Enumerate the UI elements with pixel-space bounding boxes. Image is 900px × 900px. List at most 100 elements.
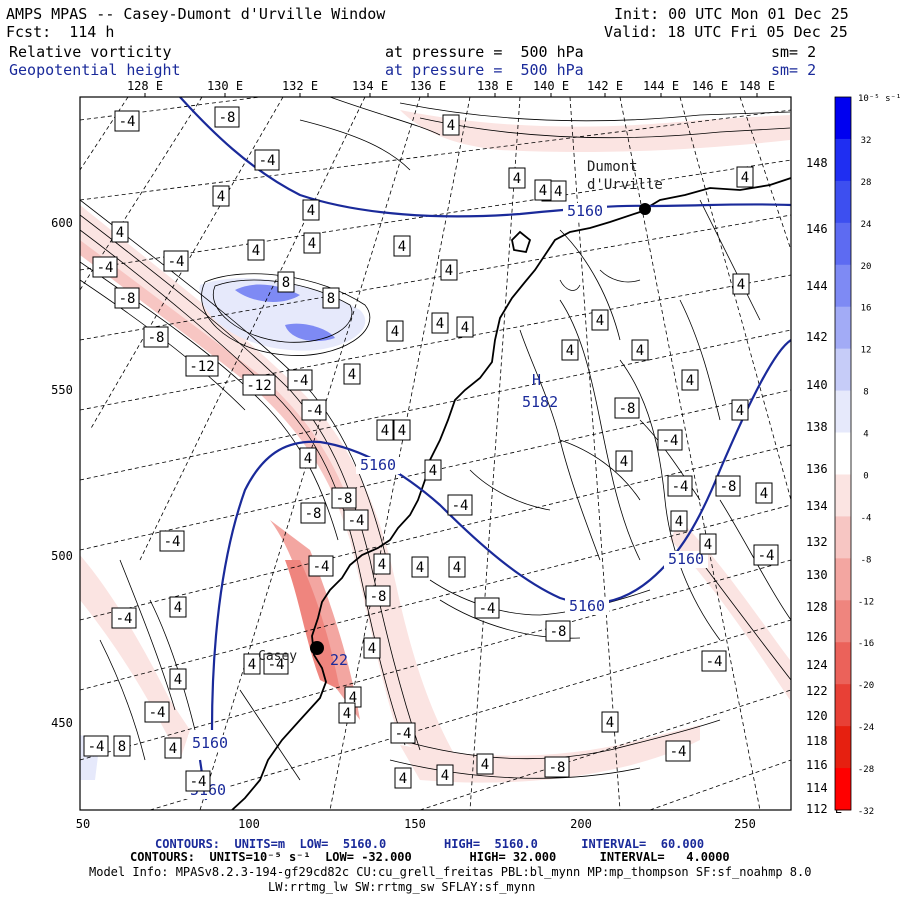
vorticity-contour-label: 8 (327, 291, 335, 307)
longitude-label: 140 E (533, 79, 569, 93)
vorticity-label-box (508, 167, 526, 189)
field2-name: Geopotential height (9, 61, 181, 79)
vorticity-contour-label: -4 (116, 611, 133, 627)
vorticity-label-box (111, 221, 129, 243)
vorticity-contour-label: 4 (416, 560, 424, 576)
colorbar-tick-label: -28 (858, 765, 874, 775)
vorticity-label-box (411, 556, 429, 578)
vorticity-contour-label: -8 (549, 760, 566, 776)
vorticity-contour-label: 4 (217, 189, 225, 205)
vorticity-contour-label: 4 (348, 367, 356, 383)
vorticity-contour-label: 4 (174, 600, 182, 616)
vorticity-contour-label: 4 (429, 463, 437, 479)
longitude-label: 134 E (352, 79, 388, 93)
field1-smoothing: sm= 2 (771, 43, 817, 61)
colorbar-tick-label: -4 (861, 513, 872, 523)
colorbar-segment (835, 642, 851, 685)
vorticity-contour-label: 4 (636, 343, 644, 359)
latitude-label: 136 E (806, 462, 842, 476)
vorticity-label-box (681, 369, 699, 391)
latitude-label: 122 E (806, 684, 842, 698)
vorticity-label-box (614, 397, 640, 419)
forecast-hour: Fcst: 114 h (6, 23, 115, 41)
vorticity-label-box (242, 374, 276, 396)
vorticity-contour-label: 4 (445, 263, 453, 279)
vorticity-label-box (456, 316, 474, 338)
latitude-label: 134 E (806, 499, 842, 513)
vorticity-contour-label: 4 (704, 537, 712, 553)
vorticity-label-box (163, 250, 189, 272)
vorticity-label-box (83, 735, 109, 757)
vorticity-contour-label: -8 (550, 624, 567, 640)
longitude-label: 130 E (207, 79, 243, 93)
colorbar-segment (835, 222, 851, 266)
latitude-label: 128 E (806, 600, 842, 614)
vorticity-contour-label: -4 (268, 657, 285, 673)
vorticity-contour-label: -4 (670, 744, 687, 760)
latitude-label: 112 E (806, 802, 842, 816)
vorticity-contour-label: 4 (248, 657, 256, 673)
colorbar-tick-label: 24 (861, 220, 872, 230)
colorbar-segment (835, 726, 851, 769)
longitude-label: 128 E (127, 79, 163, 93)
vorticity-contour-label: 4 (539, 183, 547, 199)
vorticity-contour-label: -4 (306, 403, 323, 419)
vorticity-contour-label: -4 (479, 601, 496, 617)
y-axis-tick-label: 600 (51, 216, 73, 230)
vorticity-contour-label: 4 (343, 706, 351, 722)
latitude-label: 126 E (806, 630, 842, 644)
vorticity-label-box (214, 106, 240, 128)
vorticity-label-box (365, 585, 391, 607)
latitude-label: 118 E (806, 734, 842, 748)
latitude-label: 140 E (806, 378, 842, 392)
vorticity-label-box (736, 166, 754, 188)
vorticity-label-box (277, 271, 295, 293)
vorticity-contour-label: -4 (88, 739, 105, 755)
colorbar-segment (835, 390, 851, 434)
vorticity-label-box (185, 770, 211, 792)
latitude-label: 146 E (806, 222, 842, 236)
vorticity-contour-label: 4 (304, 451, 312, 467)
vorticity-label-box (308, 555, 334, 577)
vorticity-contour-label: 4 (447, 118, 455, 134)
vorticity-contour-label: 4 (174, 672, 182, 688)
vorticity-label-box (753, 544, 779, 566)
vorticity-label-box (302, 199, 320, 221)
vorticity-contour-label: -4 (97, 260, 114, 276)
vorticity-contour-label: -8 (619, 401, 636, 417)
vorticity-label-box (164, 737, 182, 759)
height-contour-label: 5160 (360, 456, 396, 474)
vorticity-label-box (393, 235, 411, 257)
longitude-label: 142 E (587, 79, 623, 93)
longitude-label: 136 E (410, 79, 446, 93)
vorticity-label-box (534, 179, 552, 201)
vorticity-label-box (544, 756, 570, 778)
vorticity-label-box (303, 232, 321, 254)
vorticity-contour-label: 4 (481, 757, 489, 773)
vorticity-contour-label: -4 (190, 774, 207, 790)
vorticity-contour-label: 4 (399, 771, 407, 787)
vorticity-label-box (243, 653, 261, 675)
vorticity-label-box (376, 419, 394, 441)
vorticity-contour-label: 4 (675, 514, 683, 530)
x-axis-tick-label: 150 (404, 817, 426, 831)
vorticity-label-box (373, 553, 391, 575)
field1-name: Relative vorticity (9, 43, 172, 61)
colorbar-tick-label: -32 (858, 807, 874, 817)
height-label-background (664, 551, 708, 568)
vorticity-contours (80, 97, 791, 781)
colorbar-segment (835, 768, 851, 811)
latitude-label: 138 E (806, 420, 842, 434)
vorticity-contour-label: 4 (513, 171, 521, 187)
vorticity-contour-label: -4 (758, 548, 775, 564)
vorticity-contour-label: 4 (436, 316, 444, 332)
vorticity-contour-label: 4 (596, 313, 604, 329)
vorticity-label-box (169, 596, 187, 618)
colorbar-segment (835, 474, 851, 517)
casey-station-marker (310, 641, 324, 655)
vorticity-label-box (386, 320, 404, 342)
vorticity-label-box (299, 447, 317, 469)
vorticity-contour-label: 4 (398, 423, 406, 439)
vorticity-contour-label: 4 (606, 715, 614, 731)
latitude-label: 148 E (806, 156, 842, 170)
